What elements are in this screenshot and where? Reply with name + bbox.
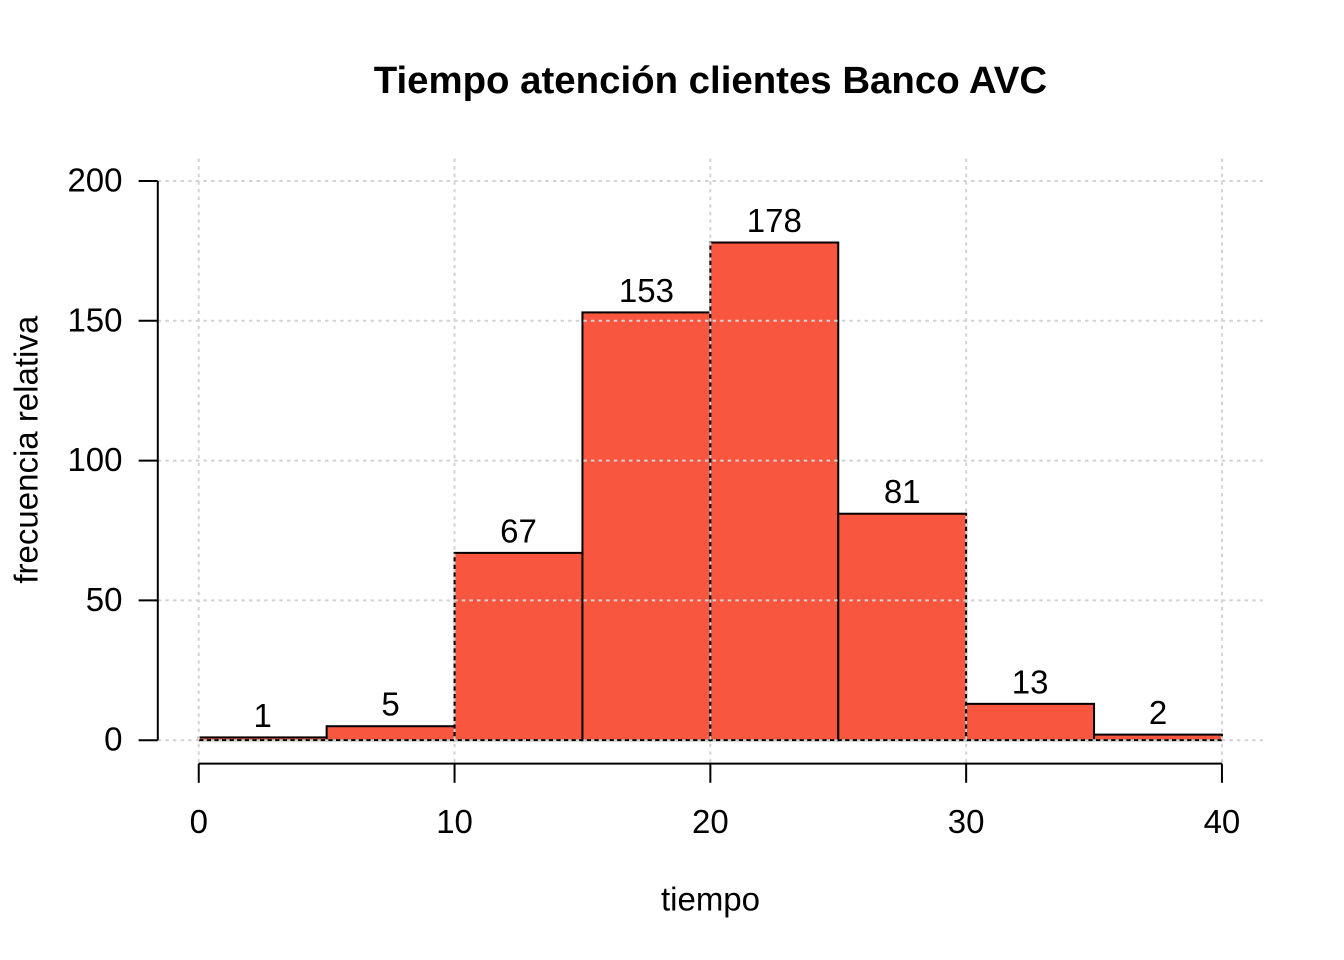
svg-text:40: 40 — [1204, 803, 1241, 840]
svg-text:2: 2 — [1149, 694, 1167, 731]
svg-text:frecuencia relativa: frecuencia relativa — [8, 315, 45, 583]
svg-text:153: 153 — [619, 272, 674, 309]
svg-text:13: 13 — [1012, 663, 1049, 700]
svg-text:150: 150 — [67, 301, 122, 338]
svg-text:67: 67 — [500, 512, 537, 549]
svg-text:5: 5 — [381, 686, 399, 723]
svg-text:100: 100 — [67, 441, 122, 478]
svg-text:81: 81 — [884, 473, 921, 510]
svg-text:178: 178 — [747, 202, 802, 239]
svg-text:50: 50 — [86, 581, 123, 618]
svg-text:30: 30 — [948, 803, 985, 840]
svg-text:20: 20 — [692, 803, 729, 840]
svg-text:1: 1 — [254, 697, 272, 734]
svg-text:0: 0 — [104, 721, 122, 758]
svg-text:200: 200 — [67, 162, 122, 199]
svg-text:tiempo: tiempo — [661, 881, 760, 918]
svg-text:10: 10 — [436, 803, 473, 840]
svg-text:Tiempo atención clientes Banco: Tiempo atención clientes Banco AVC — [374, 59, 1047, 102]
svg-text:0: 0 — [190, 803, 208, 840]
